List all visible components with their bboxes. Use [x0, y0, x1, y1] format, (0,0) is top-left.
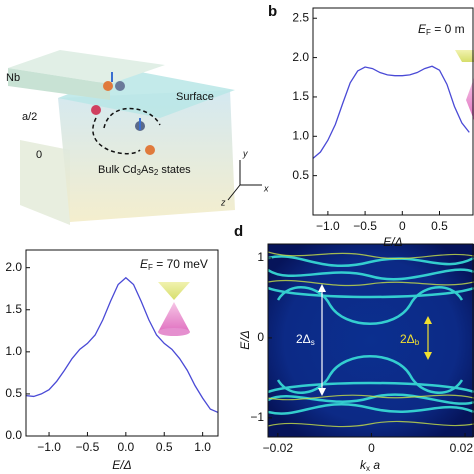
cone-icon: [466, 78, 474, 120]
x-tick-label: 0.02: [450, 441, 474, 455]
annotation: EF = 70 meV: [140, 257, 208, 272]
y-tick-label: 0: [257, 330, 264, 344]
y-tick-label: 1.0: [292, 128, 309, 142]
x-tick-label: −0.5: [76, 440, 100, 454]
text-part: As: [141, 164, 154, 176]
x-tick-label: −0.5: [353, 219, 377, 233]
electron: [145, 145, 155, 155]
cone-icon: [455, 50, 474, 62]
panel-label: b: [268, 3, 277, 20]
y-tick-label: 2.0: [292, 50, 309, 64]
data-line: [25, 276, 219, 414]
x-tick-label: 0: [368, 441, 375, 455]
text-part: F: [426, 28, 431, 37]
x-tick-label: 1.0: [194, 440, 211, 454]
y-tick-label: 1.5: [5, 302, 22, 316]
bands: [268, 255, 474, 415]
y-tick-label: −1: [250, 410, 264, 424]
label-surface: Surface: [176, 91, 214, 103]
label-nb: Nb: [6, 72, 20, 84]
text-part: a: [370, 458, 380, 472]
y-tick-label: 0.5: [292, 168, 309, 182]
cone-icon: [158, 302, 190, 332]
bulk-block: [58, 90, 235, 222]
cone-icon: [158, 328, 190, 336]
plot-frame: [25, 249, 219, 437]
pair-path: [103, 107, 161, 129]
heatmap: [268, 244, 474, 437]
nb-front: [8, 68, 110, 100]
label-origin: 0: [36, 149, 42, 161]
text-part: 3: [137, 168, 142, 177]
text-part: E: [140, 257, 149, 271]
y-tick-label: 0.5: [5, 386, 22, 400]
x-axis-label: E/Δ: [383, 235, 402, 249]
y-tick-label: 0.0: [5, 428, 22, 442]
arrow-head: [318, 388, 326, 396]
y-tick-label: 2.5: [292, 10, 309, 24]
plot-frame: [312, 7, 474, 216]
text-part: k: [360, 458, 367, 472]
text-part: E: [418, 22, 427, 36]
axis-y: y: [242, 148, 248, 158]
text-part: Bulk Cd: [98, 164, 137, 176]
arrow-head: [424, 316, 432, 324]
bands: [268, 251, 474, 428]
text-part: s: [311, 338, 315, 347]
text-part: states: [158, 164, 191, 176]
pair-path: [92, 117, 141, 155]
y-axis-label: E/Δ: [238, 330, 252, 349]
y-tick-label: 1.5: [292, 89, 309, 103]
data-line: [312, 65, 470, 159]
x-tick-label: 0.5: [156, 440, 173, 454]
text-part: b: [415, 338, 420, 347]
text-part: 2Δ: [400, 332, 415, 346]
label-height: a/2: [22, 111, 37, 123]
electron: [91, 105, 101, 115]
label-bulk: Bulk Cd3As2 states: [98, 164, 191, 177]
electron: [115, 81, 125, 91]
panel-label: d: [234, 223, 243, 240]
x-tick-label: 0.0: [117, 440, 134, 454]
annotation: EF = 0 m: [418, 22, 465, 37]
x-axis-label: kx a: [360, 458, 380, 473]
axis-arrow: [227, 184, 241, 201]
x-tick-label: −0.02: [263, 441, 294, 455]
nb-top: [8, 50, 165, 84]
arrow-head: [318, 284, 326, 292]
text-part: 2Δ: [296, 332, 311, 346]
text-part: = 70 meV: [153, 257, 208, 271]
x-tick-label: 0.5: [431, 219, 448, 233]
illustration: Nb a/2 0 Surface Bulk Cd3As2 states y x …: [6, 50, 269, 225]
annotation: 2Δb: [400, 332, 420, 347]
electron: [103, 81, 113, 91]
text-part: F: [148, 263, 153, 272]
x-tick-label: −1.0: [37, 440, 61, 454]
y-tick-label: 1: [257, 250, 264, 264]
plot-frame: [267, 243, 474, 438]
y-tick-label: 2.0: [5, 260, 22, 274]
arrow-head: [424, 352, 432, 360]
text-part: = 0 m: [431, 22, 465, 36]
cone-icon: [158, 282, 190, 300]
text-part: 2: [154, 168, 159, 177]
x-tick-label: 0: [399, 219, 406, 233]
text-part: x: [366, 464, 370, 473]
y-tick-label: 1.0: [5, 344, 22, 358]
axis-z: z: [220, 197, 226, 207]
x-axis-label: E/Δ: [112, 458, 131, 472]
axis-x: x: [263, 183, 269, 193]
x-tick-label: −1.0: [316, 219, 340, 233]
annotation: 2Δs: [296, 332, 315, 347]
bulk-side: [20, 140, 70, 225]
